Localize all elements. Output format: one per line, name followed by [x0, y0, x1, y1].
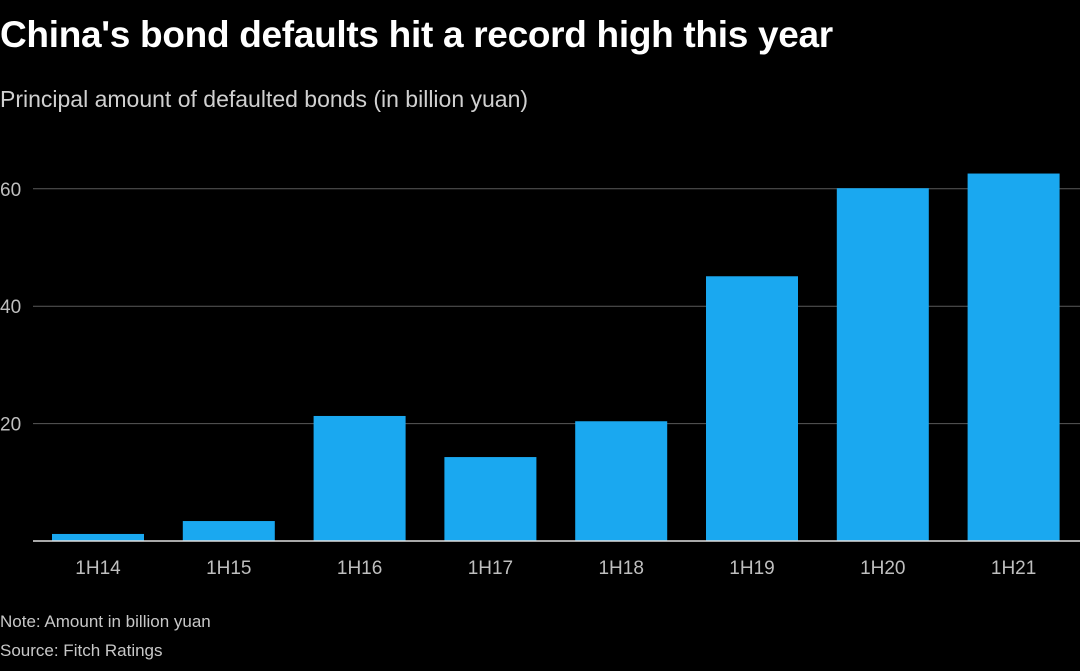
x-tick-label: 1H20 [860, 558, 905, 579]
x-tick-label: 1H16 [337, 558, 382, 579]
bar-1H16 [313, 415, 406, 541]
chart-subtitle: Principal amount of defaulted bonds (in … [0, 86, 529, 112]
x-tick-label: 1H14 [75, 558, 121, 579]
bar-1H14 [52, 533, 144, 541]
bar-1H15 [182, 521, 275, 541]
bar-chart: 20 40 60 1H14 1H15 1H16 1H17 1H18 1H19 1H20 1H21 [0, 173, 1080, 579]
bar-1H18 [575, 421, 668, 541]
y-tick-label: 60 [0, 180, 21, 201]
chart-note: Note: Amount in billion yuan [0, 612, 211, 631]
chart-title: China's bond defaults hit a record high … [0, 14, 833, 55]
chart-source: Source: Fitch Ratings [0, 641, 163, 660]
bar-1H19 [706, 276, 798, 541]
x-tick-label: 1H18 [598, 558, 643, 579]
x-tick-label: 1H21 [991, 558, 1036, 579]
bar-1H17 [444, 457, 537, 541]
bar-1H21 [967, 173, 1060, 541]
y-tick-label: 20 [0, 415, 21, 436]
bar-1H20 [836, 188, 929, 541]
x-tick-label: 1H17 [468, 558, 513, 579]
x-tick-label: 1H15 [206, 558, 251, 579]
x-tick-label: 1H19 [729, 558, 774, 579]
y-tick-label: 40 [0, 297, 21, 318]
